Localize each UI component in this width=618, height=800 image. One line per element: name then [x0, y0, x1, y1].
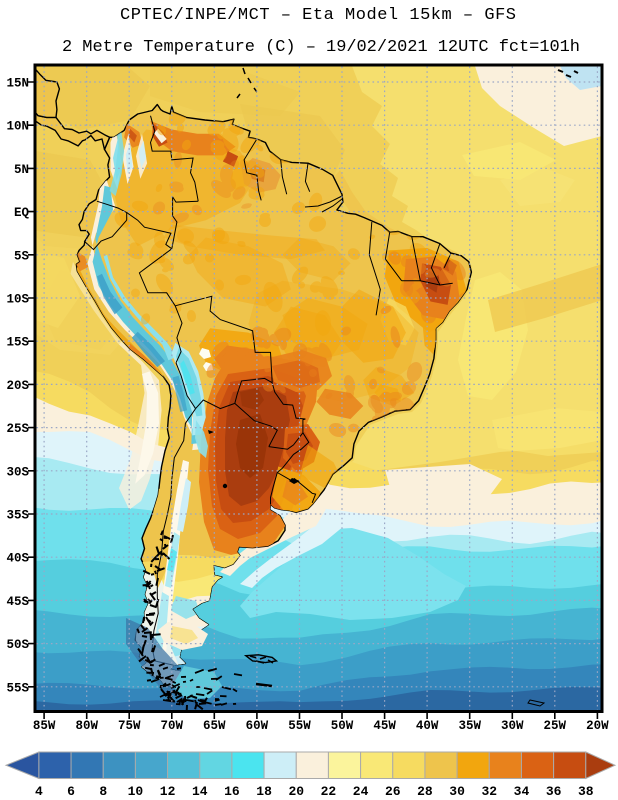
svg-text:EQ: EQ — [14, 206, 30, 220]
svg-text:20W: 20W — [586, 719, 609, 733]
svg-text:80W: 80W — [75, 719, 98, 733]
svg-text:28: 28 — [417, 784, 433, 799]
svg-text:16: 16 — [224, 784, 240, 799]
svg-text:2 Metre Temperature (C) – 19/0: 2 Metre Temperature (C) – 19/02/2021 12U… — [62, 38, 580, 57]
svg-text:85W: 85W — [33, 719, 56, 733]
svg-text:75W: 75W — [118, 719, 141, 733]
svg-text:15N: 15N — [6, 77, 29, 91]
svg-text:50W: 50W — [331, 719, 354, 733]
svg-text:50S: 50S — [6, 638, 29, 652]
svg-text:35W: 35W — [458, 719, 481, 733]
svg-text:60W: 60W — [246, 719, 269, 733]
svg-text:24: 24 — [353, 784, 369, 799]
svg-text:70W: 70W — [161, 719, 184, 733]
svg-text:38: 38 — [578, 784, 594, 799]
svg-text:25W: 25W — [544, 719, 567, 733]
svg-text:8: 8 — [99, 784, 107, 799]
svg-text:10S: 10S — [6, 293, 29, 307]
svg-text:5S: 5S — [14, 249, 30, 263]
svg-text:18: 18 — [256, 784, 272, 799]
svg-text:45S: 45S — [6, 595, 29, 609]
svg-text:65W: 65W — [203, 719, 226, 733]
svg-text:CPTEC/INPE/MCT – Eta Model 15: CPTEC/INPE/MCT – Eta Model 15km – GFS — [120, 6, 516, 25]
svg-text:34: 34 — [514, 784, 530, 799]
svg-text:4: 4 — [35, 784, 43, 799]
svg-text:10N: 10N — [6, 120, 29, 134]
svg-text:30: 30 — [449, 784, 465, 799]
svg-text:32: 32 — [481, 784, 497, 799]
svg-text:55W: 55W — [288, 719, 311, 733]
svg-text:26: 26 — [385, 784, 401, 799]
svg-text:55S: 55S — [6, 681, 29, 695]
svg-text:30W: 30W — [501, 719, 524, 733]
svg-text:10: 10 — [128, 784, 144, 799]
svg-text:30S: 30S — [6, 465, 29, 479]
svg-text:14: 14 — [192, 784, 208, 799]
svg-text:40S: 40S — [6, 552, 29, 566]
svg-text:20: 20 — [288, 784, 304, 799]
svg-text:35S: 35S — [6, 509, 29, 523]
svg-text:45W: 45W — [373, 719, 396, 733]
svg-text:6: 6 — [67, 784, 75, 799]
svg-text:5N: 5N — [14, 163, 29, 177]
svg-text:25S: 25S — [6, 422, 29, 436]
svg-text:40W: 40W — [416, 719, 439, 733]
svg-text:36: 36 — [546, 784, 562, 799]
svg-text:20S: 20S — [6, 379, 29, 393]
svg-text:12: 12 — [160, 784, 176, 799]
svg-text:22: 22 — [321, 784, 337, 799]
svg-text:15S: 15S — [6, 336, 29, 350]
